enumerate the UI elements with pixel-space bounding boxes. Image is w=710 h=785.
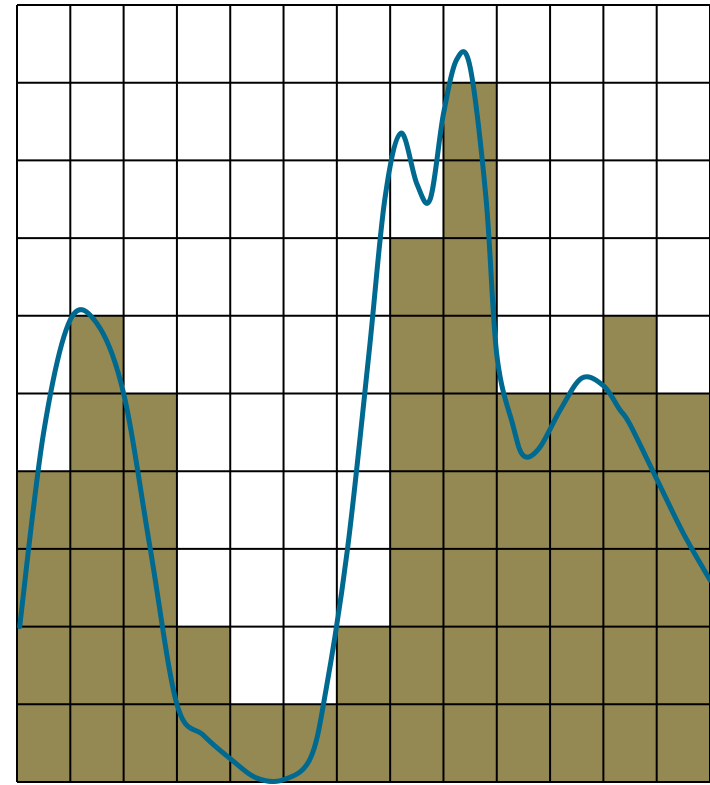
bar-8 (390, 238, 444, 783)
grid-group (16, 4, 710, 783)
bar-3 (123, 393, 177, 782)
bar-9 (443, 82, 497, 782)
line-group (17, 49, 710, 785)
bar-6 (283, 704, 337, 782)
bar-13 (656, 393, 710, 782)
series-line (17, 49, 710, 785)
bar-11 (550, 393, 604, 782)
bar-5 (230, 704, 284, 782)
